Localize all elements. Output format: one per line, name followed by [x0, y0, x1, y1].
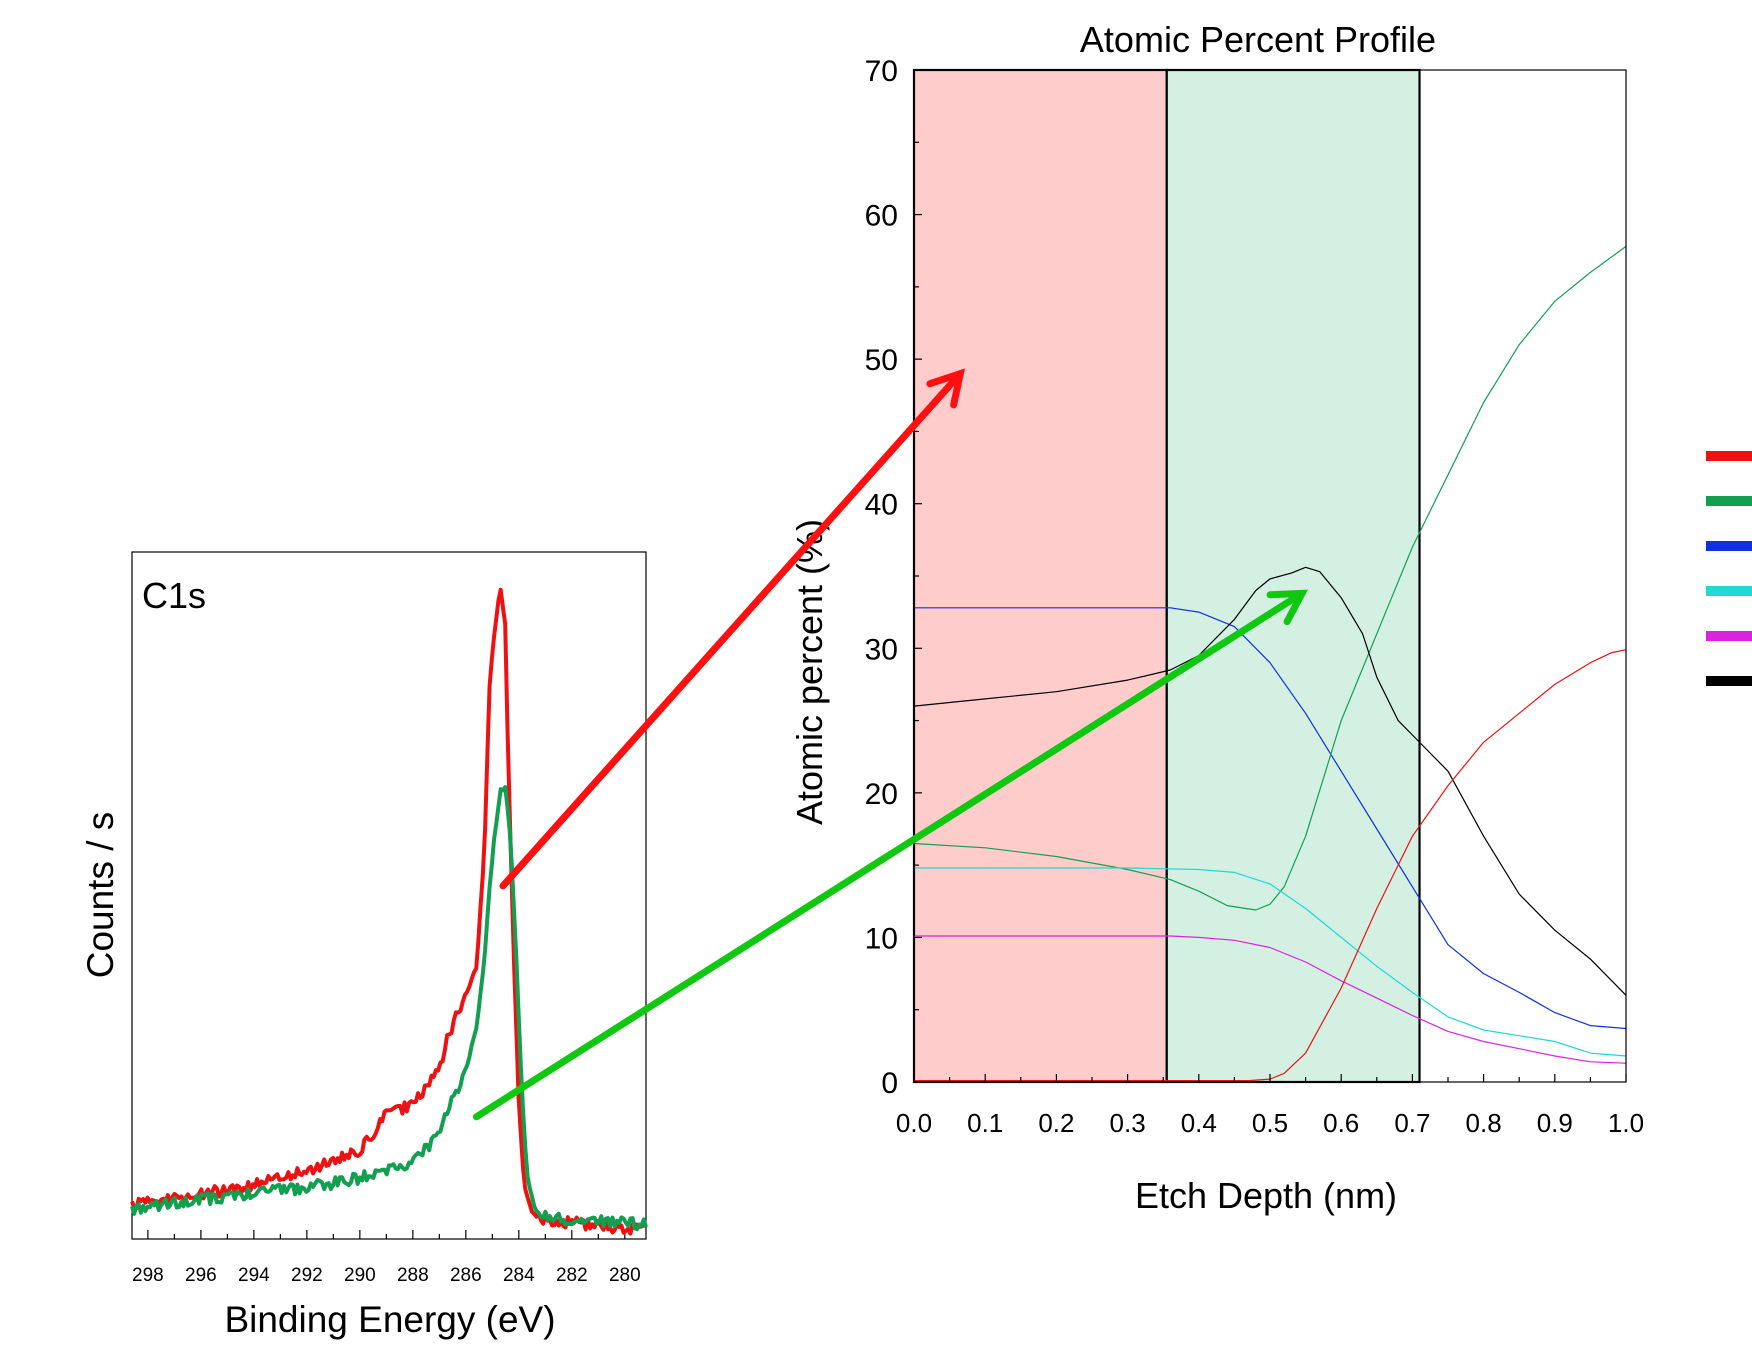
spectrum-x-tick-label: 288 [397, 1265, 429, 1286]
spectrum-plot-frame [131, 551, 647, 1240]
spectrum-series-red [130, 587, 647, 1236]
profile-x-tick-label: 0.2 [1038, 1108, 1074, 1138]
profile-y-tick-label: 40 [865, 489, 898, 522]
profile-series-blue [914, 607, 1627, 1030]
profile-y-tick-label: 50 [865, 344, 898, 377]
profile-series-cyan [914, 867, 1627, 1057]
spectrum-x-tick-label: 296 [185, 1265, 217, 1286]
profile-legend [1706, 451, 1752, 686]
spectrum-y-axis-label: Counts / s [80, 812, 121, 979]
profile-y-axis-label: Atomic percent (%) [789, 519, 830, 825]
spectrum-x-tick-label: 298 [132, 1265, 164, 1286]
arrow-1-head [926, 368, 965, 409]
profile-series-black [913, 566, 1627, 996]
spectrum-x-ticks: 298 296 294 292 290 288 286 284 282 280 [132, 1230, 641, 1286]
profile-y-tick-label: 0 [881, 1067, 898, 1100]
spectrum-x-tick-label: 292 [291, 1265, 323, 1286]
profile-axes: 0 10 20 30 40 50 60 70 0.0 0.1 0.2 0.3 0.4 0.5 0.6 0.7 0… [865, 55, 1644, 1138]
profile-y-tick-label: 60 [865, 200, 898, 233]
spectrum-x-tick-label: 286 [450, 1265, 482, 1286]
profile-x-tick-label: 1.0 [1608, 1108, 1644, 1138]
profile-x-tick-label: 0.4 [1181, 1108, 1217, 1138]
connector-arrows [472, 368, 1308, 1121]
profile-x-tick-label: 0.9 [1537, 1108, 1573, 1138]
profile-lines [913, 245, 1627, 1082]
profile-y-tick-label: 20 [865, 778, 898, 811]
spectrum-series-green [130, 785, 648, 1232]
profile-region-1 [912, 68, 1168, 1084]
arrow-2-shaft [472, 589, 1306, 1121]
spectrum-lines [130, 587, 648, 1236]
profile-series-green [913, 245, 1627, 911]
spectrum-x-axis-label: Binding Energy (eV) [224, 1299, 555, 1340]
profile-y-tick-label: 30 [865, 633, 898, 666]
profile-x-tick-label: 0.8 [1466, 1108, 1502, 1138]
profile-y-tick-label: 10 [865, 922, 898, 955]
spectrum-x-tick-label: 294 [238, 1265, 270, 1286]
spectrum-x-tick-label: 290 [344, 1265, 376, 1286]
spectrum-x-tick-label: 282 [556, 1265, 588, 1286]
profile-title: Atomic Percent Profile [1080, 19, 1436, 60]
arrow-2-head [1266, 589, 1308, 626]
profile-x-tick-label: 0.0 [896, 1108, 932, 1138]
profile-y-tick-label: 70 [865, 55, 898, 88]
profile-panel: Atomic Percent Profile 0 10 20 30 40 50 60 70 0.… [789, 19, 1752, 1216]
profile-x-axis-label: Etch Depth (nm) [1135, 1175, 1397, 1216]
spectrum-x-tick-label: 280 [609, 1265, 641, 1286]
arrow-1-shaft [499, 370, 964, 890]
profile-x-tick-label: 0.3 [1110, 1108, 1146, 1138]
profile-series-magenta [914, 935, 1627, 1064]
profile-series-red [914, 649, 1627, 1082]
spectrum-panel: C1s 298 296 294 292 290 288 286 284 282 280 Bindi… [80, 551, 648, 1340]
profile-x-tick-label: 0.6 [1323, 1108, 1359, 1138]
spectrum-annotation: C1s [142, 575, 206, 616]
spectrum-x-tick-label: 284 [503, 1265, 535, 1286]
profile-x-tick-label: 0.5 [1252, 1108, 1288, 1138]
profile-region-2 [1165, 68, 1421, 1084]
profile-x-tick-label: 0.1 [967, 1108, 1003, 1138]
profile-x-tick-label: 0.7 [1394, 1108, 1430, 1138]
profile-shaded-regions [912, 68, 1421, 1084]
